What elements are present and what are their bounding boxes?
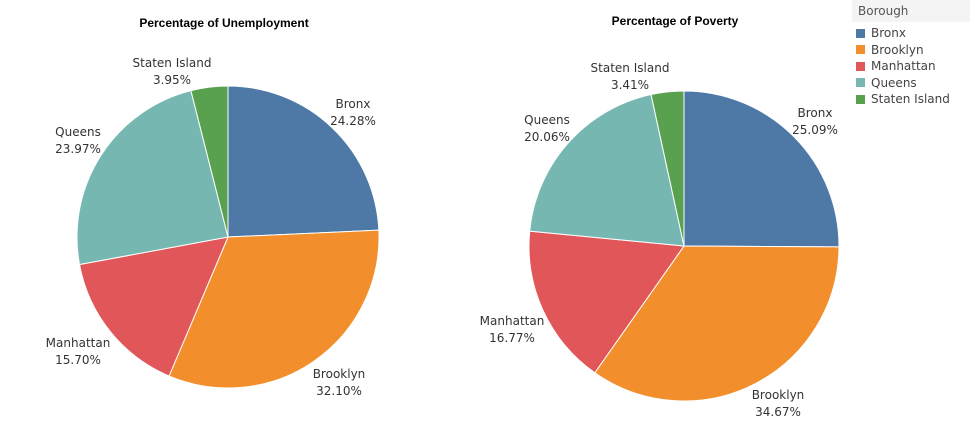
slice-label-manhattan: Manhattan [46,336,111,350]
legend-swatch-brooklyn [856,45,865,55]
slice-brooklyn[interactable] [594,245,840,402]
chart-title-unemployment: Percentage of Unemployment [139,16,308,30]
legend: Borough Bronx Brooklyn Manhattan Queens … [852,0,970,108]
slice-staten-island[interactable] [190,85,229,238]
legend-label-manhattan: Manhattan [871,59,936,74]
legend-list: Bronx Brooklyn Manhattan Queens Staten I… [852,25,970,108]
pie-poverty: Bronx 25.09% Brooklyn 34.67% Manhattan 16.77%… [480,61,840,419]
slice-manhattan[interactable] [528,230,685,374]
slice-bronx[interactable] [227,85,380,238]
legend-item-staten-island[interactable]: Staten Island [852,91,970,108]
slice-value-staten-island: 3.95% [153,73,191,87]
legend-item-queens[interactable]: Queens [852,75,970,92]
legend-swatch-queens [856,78,865,88]
slice-value-manhattan: 16.77% [489,331,535,345]
slice-value-brooklyn: 32.10% [316,384,362,398]
slice-label-staten-island: Staten Island [133,56,212,70]
slice-value-manhattan: 15.70% [55,353,101,367]
pie-unemployment: Bronx 24.28% Brooklyn 32.10% Manhattan 15.70%… [46,56,380,398]
legend-swatch-staten-island [856,94,865,104]
slice-label-queens: Queens [524,113,570,127]
slice-value-bronx: 24.28% [330,114,376,128]
legend-swatch-manhattan [856,61,865,71]
legend-item-bronx[interactable]: Bronx [852,25,970,42]
slice-bronx[interactable] [683,90,840,248]
legend-label-bronx: Bronx [871,26,906,41]
slice-value-brooklyn: 34.67% [755,405,801,419]
slice-queens[interactable] [76,90,229,266]
slice-value-bronx: 25.09% [792,123,838,137]
slice-label-queens: Queens [55,125,101,139]
slice-staten-island[interactable] [650,90,685,247]
slice-value-queens: 23.97% [55,142,101,156]
legend-label-staten-island: Staten Island [871,92,950,107]
legend-title: Borough [852,0,970,22]
slice-manhattan[interactable] [78,236,229,377]
slice-brooklyn[interactable] [168,229,380,389]
chart-title-poverty: Percentage of Poverty [612,14,739,28]
slice-value-queens: 20.06% [524,130,570,144]
slice-queens[interactable] [529,93,685,247]
legend-swatch-bronx [856,28,865,38]
slice-value-staten-island: 3.41% [611,78,649,92]
legend-label-queens: Queens [871,75,917,90]
legend-label-brooklyn: Brooklyn [871,42,924,57]
slice-label-staten-island: Staten Island [591,61,670,75]
slice-label-brooklyn: Brooklyn [752,388,805,402]
legend-item-brooklyn[interactable]: Brooklyn [852,42,970,59]
slice-label-bronx: Bronx [798,106,833,120]
slice-label-bronx: Bronx [336,97,371,111]
slice-label-manhattan: Manhattan [480,314,545,328]
legend-item-manhattan[interactable]: Manhattan [852,58,970,75]
slice-label-brooklyn: Brooklyn [313,367,366,381]
